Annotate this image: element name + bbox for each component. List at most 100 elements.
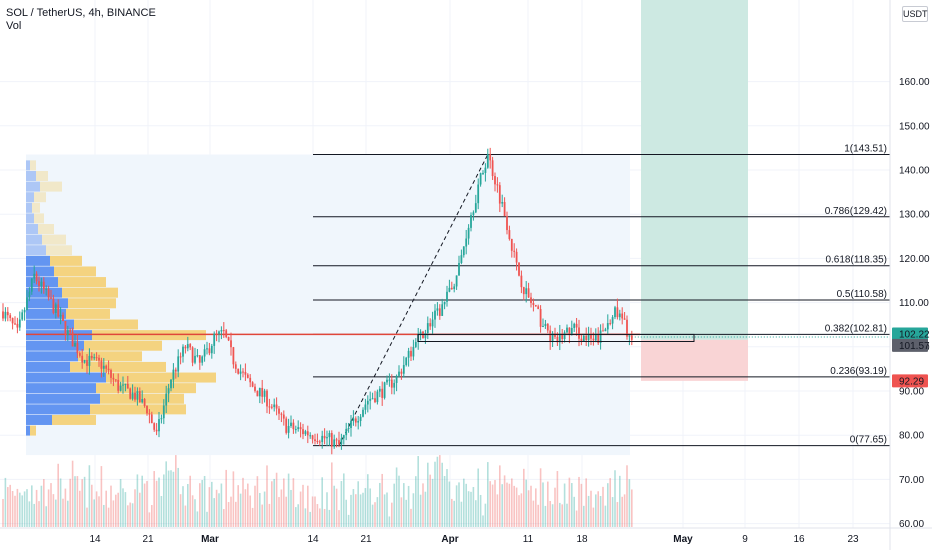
candle-body xyxy=(474,203,477,213)
volume-bar xyxy=(587,495,590,527)
volume-bar xyxy=(254,485,256,527)
volume-bar xyxy=(184,505,187,527)
volume-bar xyxy=(194,499,196,527)
fibonacci-retracement[interactable]: 1(143.51) 0.786(129.42) 0.618(118.35) 0.5(1… xyxy=(313,143,890,447)
volume-bar xyxy=(619,475,621,527)
stop-loss-zone[interactable] xyxy=(641,339,748,381)
volume-bar xyxy=(544,505,547,527)
candle-body xyxy=(590,334,592,339)
candle-body xyxy=(354,418,357,423)
candle-body xyxy=(369,398,372,401)
volume-bar xyxy=(249,495,251,527)
candle-body xyxy=(215,333,218,335)
volume-bar xyxy=(107,507,110,527)
candle-body xyxy=(626,319,628,337)
candle-body xyxy=(124,383,127,385)
volume-bar xyxy=(573,496,575,527)
time-tick-label: 9 xyxy=(742,534,748,545)
candle-body xyxy=(611,317,614,324)
volume-bar xyxy=(381,473,383,527)
candle-body xyxy=(263,390,266,397)
volume-bar xyxy=(321,477,323,527)
volume-bar xyxy=(268,503,271,527)
volume-profile-bar-down xyxy=(34,192,46,203)
currency-button[interactable]: USDT xyxy=(902,6,928,22)
volume-profile xyxy=(26,160,216,436)
volume-bar xyxy=(256,476,259,527)
candle-body xyxy=(326,437,328,439)
candle-body xyxy=(323,435,326,439)
candle-body xyxy=(90,355,93,359)
candle-body xyxy=(165,393,168,406)
volume-bar xyxy=(167,470,170,527)
candle-body xyxy=(522,287,525,295)
price-tag-background xyxy=(892,338,928,352)
price-tick-label: 160.00 xyxy=(899,77,930,88)
volume-bar xyxy=(335,488,338,527)
volume-bar xyxy=(242,477,244,527)
candle-body xyxy=(609,323,612,325)
candle-body xyxy=(30,278,33,292)
candle-body xyxy=(122,384,124,386)
candle-body xyxy=(256,390,259,397)
time-tick-label: Mar xyxy=(201,534,219,545)
candle-body xyxy=(93,357,96,359)
volume-bar xyxy=(206,511,208,527)
candle-body xyxy=(62,314,64,322)
volume-bar xyxy=(2,498,4,527)
volume-profile-bar-down xyxy=(90,404,186,415)
candle-body xyxy=(510,238,513,251)
take-profit-zone[interactable] xyxy=(641,0,748,340)
volume-profile-bar-down xyxy=(106,372,216,383)
candle-body xyxy=(213,333,216,346)
price-tick-label: 80.00 xyxy=(899,431,924,442)
volume-bar xyxy=(129,502,131,527)
candle-body xyxy=(359,416,362,421)
volume-bar xyxy=(583,505,585,527)
volume-bar xyxy=(76,476,79,527)
time-axis[interactable]: 14 21 Mar 14 21 Apr 11 18 May 9 16 23 xyxy=(0,527,932,545)
volume-bar xyxy=(604,505,607,527)
volume-bar xyxy=(364,488,367,527)
trend-line-dashed[interactable] xyxy=(338,154,489,446)
candle-body xyxy=(210,345,213,354)
volume-profile-bar-down xyxy=(34,213,44,224)
volume-bar xyxy=(201,480,203,527)
candle-body xyxy=(501,202,504,204)
volume-bar xyxy=(595,494,597,527)
volume-bar xyxy=(251,507,254,527)
volume-bar xyxy=(515,487,518,527)
volume-bar xyxy=(50,483,52,527)
volume-bar xyxy=(69,478,71,527)
volume-profile-bar-down xyxy=(46,245,72,256)
volume-bar xyxy=(338,510,340,527)
volume-bar xyxy=(59,478,62,527)
chart-header: SOL / TetherUS, 4h, BINANCE Vol xyxy=(6,7,156,33)
candle-body xyxy=(16,323,19,328)
candle-body xyxy=(71,331,74,347)
volume-profile-bar-up xyxy=(26,224,38,235)
candle-body xyxy=(383,382,386,398)
volume-profile-bar-down xyxy=(70,361,166,372)
candle-body xyxy=(410,350,412,357)
price-axis[interactable]: 60.0070.0080.0090.00100.00110.00120.0013… xyxy=(889,0,930,550)
candle-body xyxy=(412,346,415,357)
candle-body xyxy=(170,379,172,389)
candle-body xyxy=(218,331,220,335)
volume-indicator-label[interactable]: Vol xyxy=(6,20,22,32)
candle-body xyxy=(582,335,585,342)
volume-bar xyxy=(115,494,117,527)
consolidation-rectangle[interactable] xyxy=(417,333,695,342)
volume-profile-bar-down xyxy=(74,319,138,330)
candle-body xyxy=(26,297,28,310)
volume-profile-bar-down xyxy=(50,255,82,266)
candle-body xyxy=(388,379,391,381)
candle-body xyxy=(268,406,271,408)
volume-bar xyxy=(520,493,523,527)
time-tick-label: 21 xyxy=(360,534,372,545)
candle-body xyxy=(426,323,429,334)
candle-body xyxy=(614,307,616,318)
volume-bar xyxy=(590,490,592,527)
candle-body xyxy=(527,288,530,298)
